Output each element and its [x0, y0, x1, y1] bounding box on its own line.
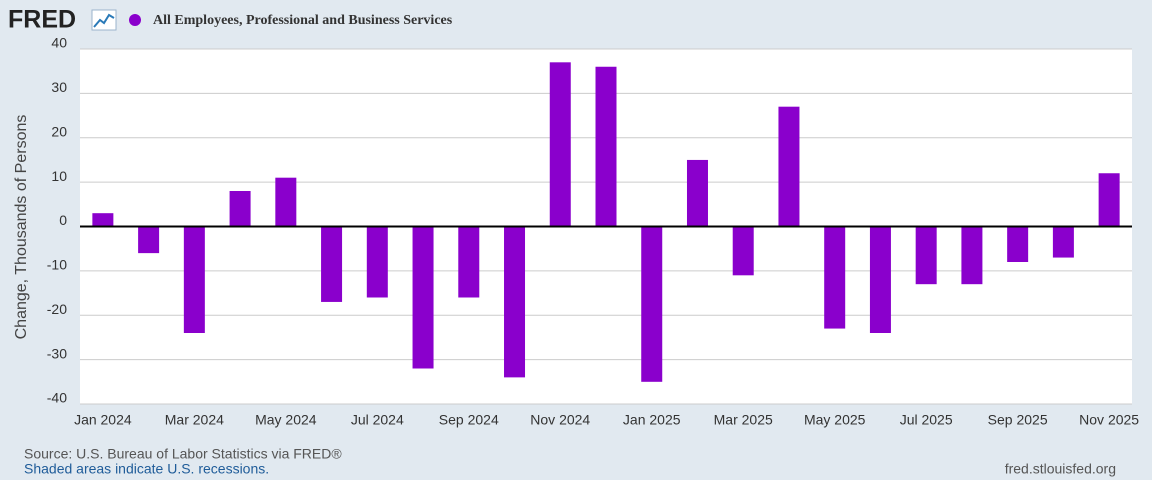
bar	[1007, 226, 1029, 262]
x-tick-label: Sep 2025	[988, 412, 1048, 428]
bar	[504, 226, 526, 378]
x-tick-label: Jan 2024	[74, 412, 132, 428]
recession-note[interactable]: Shaded areas indicate U.S. recessions.	[24, 461, 269, 477]
x-tick-label: Nov 2025	[1079, 412, 1139, 428]
y-tick-label: 0	[59, 212, 67, 228]
bar	[92, 213, 114, 227]
y-tick-label: 10	[51, 168, 67, 184]
y-tick-label: -10	[47, 257, 67, 273]
x-tick-label: Jan 2025	[623, 412, 681, 428]
logo-icon	[91, 9, 117, 31]
legend-label: All Employees, Professional and Business…	[153, 13, 453, 28]
bar	[366, 226, 388, 298]
bar	[321, 226, 343, 302]
y-tick-label: 40	[51, 35, 67, 51]
bar	[183, 226, 205, 333]
y-tick-label: -40	[47, 390, 67, 406]
x-tick-label: Jul 2024	[351, 412, 404, 428]
x-tick-label: Mar 2024	[165, 412, 224, 428]
bar	[961, 226, 983, 285]
x-tick-label: Nov 2024	[530, 412, 590, 428]
bar	[915, 226, 937, 285]
x-tick-label: Jul 2025	[900, 412, 953, 428]
legend-marker	[129, 14, 141, 26]
x-tick-label: May 2024	[255, 412, 317, 428]
bar	[1098, 173, 1120, 227]
x-tick-label: Mar 2025	[714, 412, 773, 428]
x-tick-label: Sep 2024	[439, 412, 499, 428]
bar	[275, 177, 297, 227]
y-tick-label: 20	[51, 123, 67, 139]
bar	[458, 226, 480, 298]
y-tick-label: -20	[47, 301, 67, 317]
bar	[732, 226, 754, 276]
bar	[641, 226, 663, 382]
bar	[138, 226, 160, 254]
y-tick-label: -30	[47, 345, 67, 361]
logo: FRED	[8, 6, 76, 34]
x-tick-label: May 2025	[804, 412, 866, 428]
bar	[412, 226, 434, 369]
bar	[595, 66, 617, 227]
bar	[869, 226, 891, 333]
bar	[686, 159, 708, 227]
bar	[549, 62, 571, 227]
y-tick-label: 30	[51, 79, 67, 95]
bar	[824, 226, 846, 329]
bar	[1052, 226, 1074, 258]
bar	[778, 106, 800, 227]
y-axis-title: Change, Thousands of Persons	[13, 115, 30, 340]
bar	[229, 191, 251, 227]
source-note: Source: U.S. Bureau of Labor Statistics …	[24, 446, 342, 462]
site-url[interactable]: fred.stlouisfed.org	[1005, 461, 1116, 477]
